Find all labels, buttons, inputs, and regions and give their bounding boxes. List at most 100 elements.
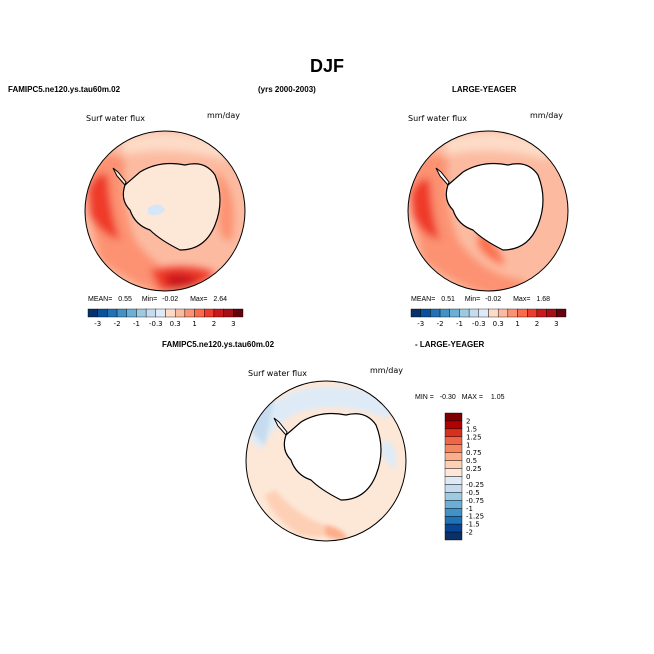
- left-colorbar-box: [136, 308, 147, 318]
- left-colorbar-tick-label: -2: [114, 320, 121, 328]
- right-colorbar-box: [497, 308, 509, 318]
- left-colorbar-box: [155, 308, 166, 318]
- diff-colorbar-tick-label: 0.25: [466, 465, 482, 473]
- right-colorbar-box: [439, 308, 450, 318]
- diff-colorbar-box: [444, 531, 463, 541]
- right-colorbar-box: [507, 308, 518, 318]
- diff-max-value: 1.05: [490, 394, 505, 401]
- diff-map-peninsula: [273, 417, 288, 436]
- right-map: [407, 130, 569, 292]
- left-map-east-band: [215, 170, 234, 241]
- diff-colorbar-tick-label: 0.5: [466, 457, 477, 465]
- left-colorbar-box: [204, 308, 215, 318]
- diff-variable-label: Surf water flux: [248, 369, 307, 378]
- diff-colorbar: 21.51.2510.750.50.250-0.25-0.5-0.75-1-1.…: [444, 412, 484, 541]
- diff-stats: MIN = -0.30 MAX = 1.05: [415, 394, 505, 401]
- diff-colorbar-box: [444, 523, 463, 533]
- diff-map-antarctica: [283, 412, 382, 501]
- diff-colorbar-tick-label: -0.5: [466, 489, 480, 497]
- right-units-label: mm/day: [530, 111, 563, 120]
- diff-colorbar-box: [444, 468, 463, 477]
- figure-title: DJF: [310, 56, 345, 76]
- left-colorbar-box: [107, 308, 118, 318]
- left-colorbar-tick-label: 1: [192, 320, 196, 328]
- right-map-boundary: [407, 130, 569, 292]
- right-colorbar-box: [449, 308, 460, 318]
- right-colorbar-box: [430, 308, 441, 318]
- left-max-value: 2.64: [213, 296, 227, 303]
- diff-colorbar-tick-label: -0.75: [466, 497, 484, 505]
- diff-units-label: mm/day: [370, 366, 403, 375]
- right-max-label: Max=: [513, 296, 531, 303]
- left-colorbar-tick-label: -3: [94, 320, 101, 328]
- diff-colorbar-tick-label: -1.5: [466, 521, 480, 529]
- diff-colorbar-box: [444, 444, 463, 453]
- diff-colorbar-box: [444, 436, 463, 445]
- years-label: (yrs 2000-2003): [258, 85, 316, 94]
- right-colorbar-box: [420, 308, 431, 318]
- left-colorbar-box: [174, 308, 186, 318]
- right-colorbar: -3 -2 -1 -0.3 0.3 1 2 3: [410, 308, 567, 328]
- right-colorbar-tick-label: 2: [535, 320, 539, 328]
- left-map-high-band: [85, 154, 210, 291]
- right-colorbar-tick-label: 3: [554, 320, 558, 328]
- right-min-value: -0.02: [485, 296, 502, 303]
- right-colorbar-box: [546, 308, 557, 318]
- diff-map-east-neg: [380, 440, 397, 470]
- diff-colorbar-box: [444, 500, 463, 509]
- diff-map-west-neg: [250, 395, 275, 445]
- diff-colorbar-box: [444, 484, 463, 493]
- diff-colorbar-tick-label: -1: [466, 505, 473, 513]
- right-colorbar-box: [527, 308, 538, 318]
- right-colorbar-tick-label: -1: [456, 320, 463, 328]
- right-colorbar-box: [459, 308, 470, 318]
- diff-colorbar-tick-label: 1: [466, 441, 470, 449]
- left-min-label: Min=: [141, 296, 158, 303]
- left-colorbar-box: [184, 308, 195, 318]
- left-colorbar-tick-label: -1: [133, 320, 140, 328]
- diff-colorbar-tick-label: -1.25: [466, 513, 484, 521]
- diff-colorbar-box: [444, 492, 463, 501]
- right-colorbar-box: [488, 308, 499, 318]
- left-map-antarctica: [122, 162, 221, 251]
- left-colorbar-box: [116, 308, 127, 318]
- right-colorbar-box: [478, 308, 489, 318]
- diff-max-label: MAX =: [461, 394, 483, 401]
- left-colorbar-tick-label: -0.3: [149, 320, 163, 328]
- left-colorbar-box: [126, 308, 137, 318]
- diff-colorbar-tick-label: 0.75: [466, 449, 482, 457]
- left-variable-label: Surf water flux: [86, 114, 145, 123]
- left-colorbar-tick-label: 3: [231, 320, 235, 328]
- left-colorbar-box: [87, 308, 98, 318]
- right-colorbar-box: [517, 308, 528, 318]
- diff-map-pos-peak: [325, 525, 348, 540]
- left-colorbar-box: [233, 308, 244, 318]
- right-colorbar-tick-label: -3: [417, 320, 424, 328]
- diff-map: [245, 380, 407, 542]
- right-colorbar-box: [536, 308, 547, 318]
- left-map-boundary: [84, 130, 246, 292]
- left-colorbar-box: [145, 308, 157, 318]
- left-colorbar-tick-label: 0.3: [170, 320, 181, 328]
- left-max-label: Max=: [190, 296, 208, 303]
- right-min-label: Min=: [464, 296, 481, 303]
- left-mean-value: 0.55: [118, 296, 132, 303]
- diff-map-pos-band: [265, 490, 340, 537]
- diff-panel-case-name: FAMIPC5.ne120.ys.tau60m.02: [162, 340, 275, 349]
- right-stats: MEAN= 0.51 Min= -0.02 Max= 1.68: [411, 296, 550, 303]
- diff-colorbar-tick-label: 1.25: [466, 433, 482, 441]
- left-colorbar-box: [213, 308, 224, 318]
- left-map: [84, 130, 246, 292]
- left-colorbar: -3 -2 -1 -0.3 0.3 1 2 3: [87, 308, 244, 328]
- right-colorbar-box: [468, 308, 480, 318]
- diff-min-label: MIN =: [415, 394, 434, 401]
- left-map-ice-patch: [148, 204, 165, 216]
- diff-colorbar-box: [444, 508, 463, 517]
- diff-colorbar-box: [444, 476, 463, 485]
- diff-panel-minus-label: - LARGE-YEAGER: [415, 340, 485, 349]
- right-max-value: 1.68: [536, 296, 550, 303]
- right-colorbar-box: [556, 308, 567, 318]
- right-mean-label: MEAN=: [411, 296, 436, 303]
